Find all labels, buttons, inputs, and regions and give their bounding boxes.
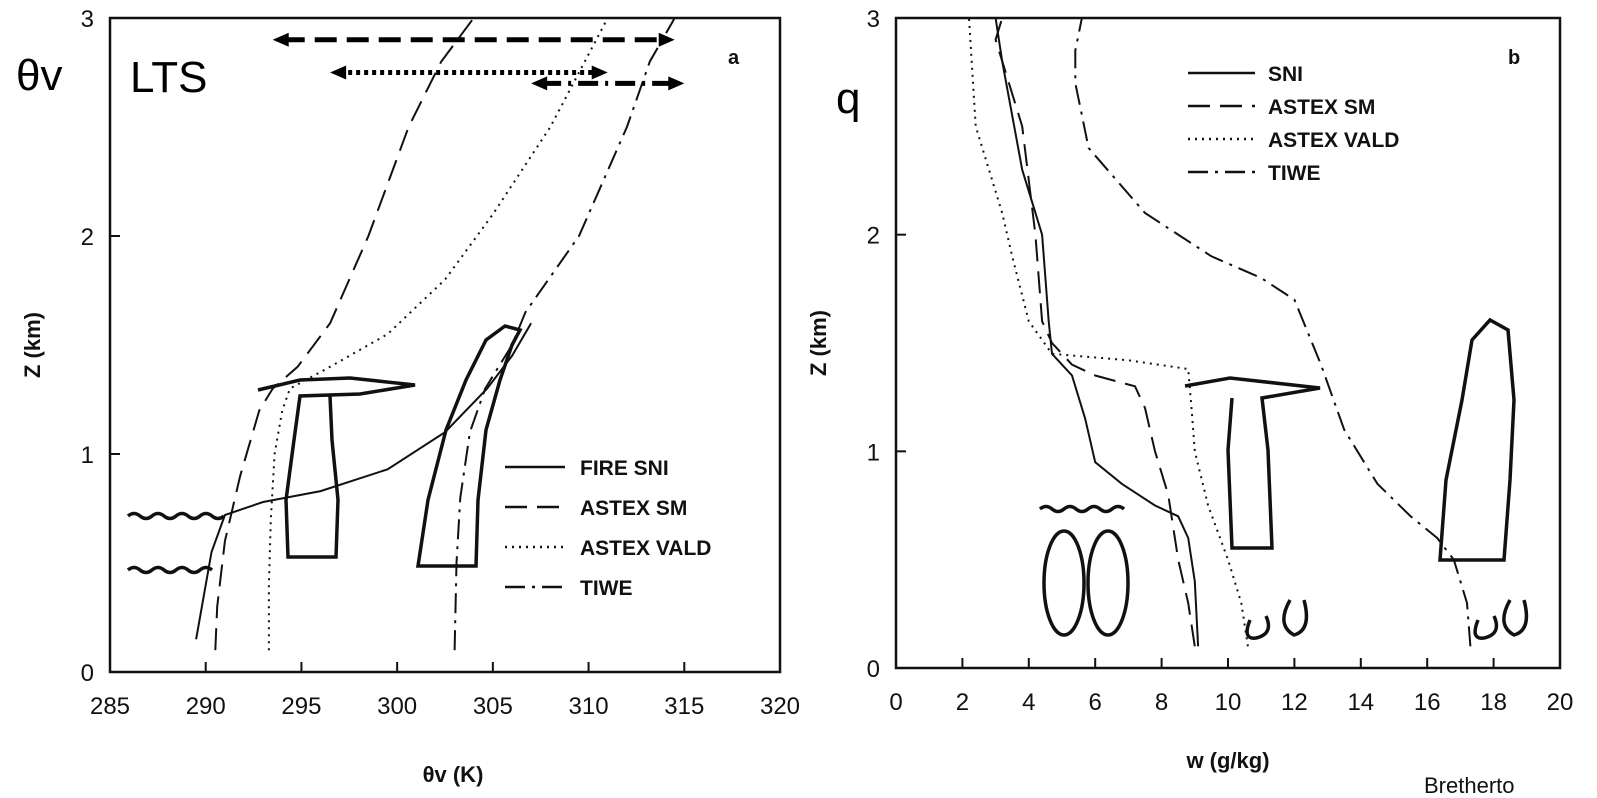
eddy-sketch-tiwe xyxy=(1473,599,1529,640)
plot-frame xyxy=(108,16,782,674)
series-line xyxy=(267,17,609,651)
legend-entry: SNI xyxy=(1268,63,1303,86)
panel-a-theta-v-profiles: 285 290 295 300 305 310 315 320 0 1 2 3 θv (K) Z (km)… xyxy=(20,6,800,787)
legend-entry: ASTEX SM xyxy=(1268,96,1375,119)
x-tick-label: 18 xyxy=(1480,689,1507,716)
arrowhead-right xyxy=(668,76,685,91)
y-axis-label: Z (km) xyxy=(806,310,831,376)
x-tick-label: 10 xyxy=(1215,689,1242,716)
arrowhead-left xyxy=(272,32,289,47)
x-tick-label: 6 xyxy=(1089,689,1102,716)
theta-v-symbol: θv xyxy=(16,51,62,100)
x-axis-label: w (g/kg) xyxy=(1185,748,1269,773)
legend-entry: FIRE SNI xyxy=(580,457,669,480)
series-line xyxy=(453,17,676,651)
series-line xyxy=(994,17,1196,647)
eddy-sketch-b xyxy=(1245,599,1309,640)
legend-entry: ASTEX VALD xyxy=(580,537,711,560)
x-axis-label: θv (K) xyxy=(423,762,484,787)
towering-cumulus-sketch xyxy=(1438,317,1516,562)
y-axis-label: Z (km) xyxy=(20,312,45,378)
panel-letter: b xyxy=(1508,47,1520,69)
y-tick-label: 3 xyxy=(81,6,94,33)
y-tick-label: 2 xyxy=(867,223,880,250)
x-tick-label: 16 xyxy=(1414,689,1441,716)
arrowhead-left xyxy=(330,65,347,80)
rolls-circulation-sketch-2 xyxy=(1086,529,1130,637)
x-tick-label: 310 xyxy=(569,693,609,720)
y-tick-label: 0 xyxy=(81,660,94,687)
y-tick-label: 1 xyxy=(81,442,94,469)
x-tick-label: 320 xyxy=(760,693,800,720)
panel-letter: a xyxy=(728,47,740,69)
series-line xyxy=(195,322,532,640)
y-tick-label: 2 xyxy=(81,224,94,251)
q-label: q xyxy=(836,74,860,123)
y-tick-label: 0 xyxy=(867,656,880,683)
anvil-cloud-sketch-b xyxy=(1184,376,1321,550)
legend-entry: ASTEX SM xyxy=(580,497,687,520)
x-tick-label: 305 xyxy=(473,693,513,720)
x-tick-label: 285 xyxy=(90,693,130,720)
x-tick-label: 315 xyxy=(664,693,704,720)
stratocumulus-layer-sketch-b xyxy=(1038,504,1126,514)
cloud-sketches-panel-a xyxy=(126,324,523,575)
series-line xyxy=(1074,17,1472,647)
x-tick-label: 300 xyxy=(377,693,417,720)
series-line xyxy=(968,17,1249,647)
x-tick-label: 0 xyxy=(889,689,902,716)
legend-entry: TIWE xyxy=(1268,162,1321,185)
cloud-sketches-panel-b xyxy=(1038,317,1529,640)
plot-frame xyxy=(894,16,1562,670)
x-tick-label: 4 xyxy=(1022,689,1035,716)
lts-label: LTS xyxy=(130,53,207,102)
tilted-cumulus-sketch xyxy=(415,324,523,568)
series-line xyxy=(994,17,1200,647)
legend-entry: ASTEX VALD xyxy=(1268,129,1399,152)
x-tick-label: 14 xyxy=(1347,689,1374,716)
stratocumulus-layer-sketch xyxy=(126,511,226,575)
anvil-cloud-sketch xyxy=(257,376,416,559)
arrowhead-left xyxy=(531,76,548,91)
x-tick-label: 8 xyxy=(1155,689,1168,716)
arrowhead-right xyxy=(658,32,675,47)
y-tick-label: 1 xyxy=(867,439,880,466)
x-tick-label: 2 xyxy=(956,689,969,716)
x-tick-label: 12 xyxy=(1281,689,1308,716)
x-tick-label: 295 xyxy=(281,693,321,720)
y-tick-label: 3 xyxy=(867,6,880,33)
series-line xyxy=(214,17,475,651)
x-tick-label: 20 xyxy=(1547,689,1574,716)
x-tick-label: 290 xyxy=(186,693,226,720)
rolls-circulation-sketch xyxy=(1042,529,1086,637)
legend-entry: TIWE xyxy=(580,577,633,600)
credit-text: Bretherto xyxy=(1424,773,1515,798)
arrowhead-right xyxy=(591,65,608,80)
